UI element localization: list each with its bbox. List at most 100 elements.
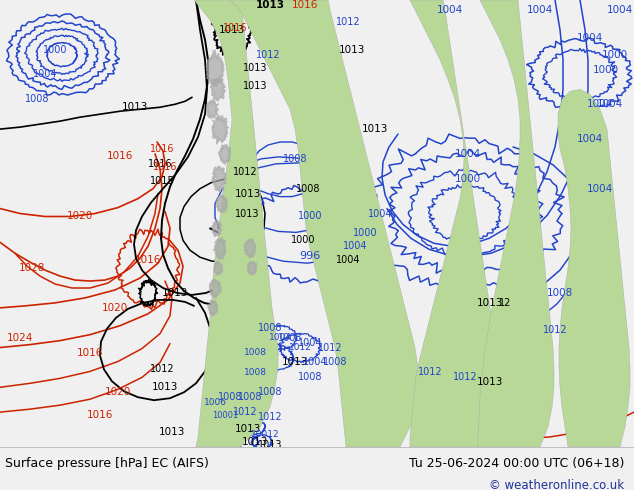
Text: 1013: 1013 [477,298,503,308]
Text: 1004: 1004 [577,134,603,144]
Text: 1020: 1020 [102,303,128,313]
Text: 1015: 1015 [150,176,174,186]
Text: 1000: 1000 [298,212,322,221]
Polygon shape [244,239,256,258]
Text: 1013: 1013 [339,45,365,55]
Text: 1016: 1016 [292,0,318,10]
Text: 1004: 1004 [455,149,481,159]
Polygon shape [558,89,630,447]
Text: 1012: 1012 [418,368,443,377]
Text: 1012: 1012 [233,167,257,177]
Text: 1013: 1013 [243,63,268,73]
Text: 1008: 1008 [323,358,347,368]
Text: 1008: 1008 [258,323,282,333]
Text: 1012: 1012 [150,365,174,374]
Text: 1024: 1024 [7,333,33,343]
Text: 1028: 1028 [19,263,45,273]
Text: 1004: 1004 [269,333,292,342]
Text: 10012: 10012 [250,430,280,440]
Text: 1012: 1012 [288,343,311,352]
Text: 1013: 1013 [258,440,282,450]
Text: 1012: 1012 [256,49,280,60]
Text: 1020: 1020 [105,387,131,397]
Polygon shape [206,50,224,86]
Text: 1013: 1013 [235,209,259,219]
Text: 1013: 1013 [243,81,268,92]
Text: 1004: 1004 [597,99,623,109]
Text: 1000: 1000 [455,174,481,184]
Polygon shape [208,300,218,316]
Text: 1004: 1004 [368,209,392,219]
Text: 1012: 1012 [318,343,342,353]
Text: 1016: 1016 [77,347,103,358]
Text: 1004: 1004 [527,5,553,15]
Polygon shape [218,144,231,165]
Text: 1013: 1013 [122,102,148,112]
Text: 1013: 1013 [219,25,245,35]
Text: 1013: 1013 [281,358,308,368]
Polygon shape [410,0,498,447]
Text: 12: 12 [499,298,511,308]
Text: 1008: 1008 [258,387,282,397]
Text: 1016: 1016 [153,162,178,172]
Text: 1004: 1004 [298,338,322,347]
Text: 1004: 1004 [303,358,327,368]
Polygon shape [209,279,222,298]
Text: 1004: 1004 [607,5,633,15]
Text: 1004: 1004 [336,255,360,265]
Polygon shape [247,262,257,275]
Text: 1012: 1012 [453,372,477,382]
Polygon shape [230,0,418,447]
Polygon shape [216,195,228,213]
Text: 1008: 1008 [243,348,266,357]
Text: 10001: 10001 [212,411,238,419]
Text: 1012: 1012 [257,412,282,422]
Text: 996: 996 [299,251,321,261]
Polygon shape [194,0,278,447]
Text: 1004: 1004 [587,184,613,194]
Text: 1013: 1013 [242,437,268,447]
Text: 1004: 1004 [587,99,613,109]
Text: 1013: 1013 [477,377,503,387]
Text: 1016: 1016 [148,159,172,169]
Text: 1008: 1008 [217,392,242,402]
Polygon shape [214,261,223,275]
Text: 1004: 1004 [437,5,463,15]
Text: © weatheronline.co.uk: © weatheronline.co.uk [489,479,624,490]
Text: 1016: 1016 [87,410,113,420]
Text: 1008: 1008 [238,392,262,402]
Polygon shape [212,220,222,237]
Text: 1008: 1008 [283,154,307,164]
Text: 1000: 1000 [353,228,377,238]
Text: 1016: 1016 [107,151,133,161]
Text: 1000: 1000 [42,45,67,55]
Text: 1008: 1008 [295,184,320,194]
Text: 1013: 1013 [162,288,188,298]
Polygon shape [210,76,226,101]
Text: 1012: 1012 [233,407,257,417]
Text: 1013: 1013 [152,382,178,392]
Text: 1020: 1020 [67,212,93,221]
Text: 1008: 1008 [25,94,49,104]
Text: 1016: 1016 [135,255,161,265]
Text: Surface pressure [hPa] EC (AIFS): Surface pressure [hPa] EC (AIFS) [5,457,209,470]
Text: 1013: 1013 [158,427,185,437]
Text: 1000: 1000 [602,49,628,60]
Text: 1006: 1006 [204,398,226,407]
Text: 1008: 1008 [547,288,573,298]
Text: 1000: 1000 [291,235,315,245]
Polygon shape [207,99,219,119]
Text: 1004: 1004 [33,70,57,79]
Text: 1000: 1000 [593,65,619,74]
Text: 1013: 1013 [362,124,388,134]
Text: 1013: 1013 [235,424,261,434]
Text: 1008: 1008 [243,368,266,377]
Polygon shape [478,0,554,447]
Text: 1004: 1004 [343,241,367,251]
Text: 1013: 1013 [256,0,285,10]
Text: 1012: 1012 [543,325,567,335]
Text: 1012: 1012 [335,17,360,27]
Text: 1008: 1008 [278,333,302,343]
Polygon shape [213,237,226,259]
Polygon shape [212,115,229,144]
